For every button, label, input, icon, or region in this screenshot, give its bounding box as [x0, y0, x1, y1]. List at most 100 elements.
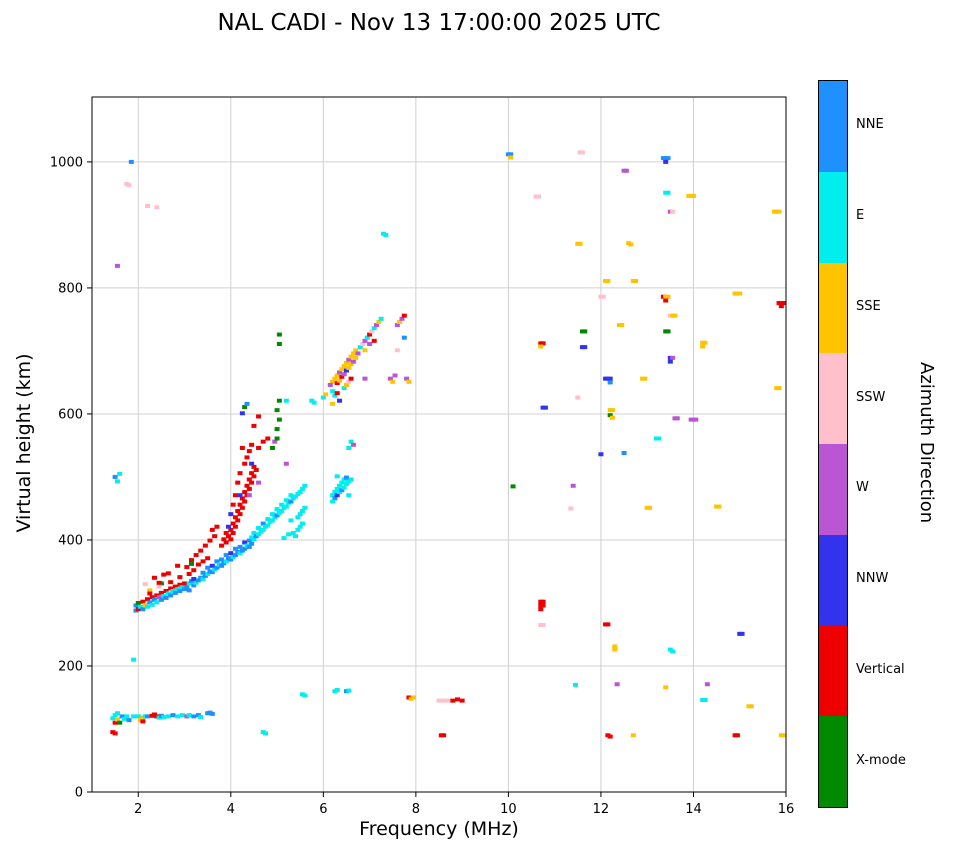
- data-point: [508, 155, 514, 160]
- data-point: [249, 461, 255, 466]
- data-point: [147, 591, 153, 596]
- data-point: [337, 398, 343, 403]
- data-point: [256, 525, 262, 530]
- data-point: [205, 565, 211, 570]
- data-point: [346, 379, 352, 384]
- data-point: [369, 329, 375, 334]
- data-point: [145, 714, 151, 719]
- data-point: [237, 502, 243, 507]
- data-point: [269, 512, 275, 517]
- data-point: [332, 393, 338, 398]
- data-point: [716, 504, 722, 509]
- data-point: [337, 370, 343, 375]
- data-point: [219, 543, 225, 548]
- data-point: [239, 445, 245, 450]
- data-point: [535, 194, 541, 199]
- data-point: [188, 561, 194, 566]
- data-point: [246, 477, 252, 482]
- data-point: [163, 595, 169, 600]
- data-point: [223, 540, 229, 545]
- data-point: [450, 698, 456, 703]
- data-point: [670, 649, 676, 654]
- data-point: [149, 602, 155, 607]
- colorbar-tick-label: SSE: [856, 298, 881, 314]
- data-point: [200, 570, 206, 575]
- data-point: [112, 474, 118, 479]
- data-point: [320, 395, 326, 400]
- data-point: [330, 493, 336, 498]
- data-point: [538, 344, 544, 349]
- data-point: [274, 427, 280, 432]
- data-point: [121, 716, 127, 721]
- data-point: [138, 604, 144, 609]
- data-point: [346, 365, 352, 370]
- data-point: [249, 541, 255, 546]
- data-point: [776, 209, 782, 214]
- data-point: [297, 512, 303, 517]
- data-point: [276, 332, 282, 337]
- data-point: [263, 731, 268, 736]
- data-point: [346, 445, 352, 450]
- data-point: [392, 373, 398, 378]
- data-point: [286, 532, 292, 537]
- data-point: [401, 335, 407, 340]
- colorbar-axis-label: Azimuth Direction: [916, 362, 937, 524]
- data-point: [397, 319, 403, 324]
- data-point: [232, 553, 238, 558]
- data-point: [672, 313, 678, 318]
- data-point: [209, 563, 215, 568]
- data-point: [214, 524, 220, 529]
- data-point: [665, 329, 671, 334]
- data-point: [158, 597, 164, 602]
- data-point: [293, 534, 299, 539]
- data-point: [154, 600, 160, 605]
- data-point: [383, 232, 389, 237]
- colorbar-tick-label: SSW: [856, 389, 886, 405]
- data-point: [570, 483, 576, 488]
- data-point: [239, 505, 245, 510]
- data-point: [781, 733, 787, 738]
- data-point: [177, 575, 183, 580]
- data-point: [156, 595, 162, 600]
- data-point: [343, 481, 349, 486]
- data-point: [219, 563, 225, 568]
- data-point: [151, 575, 157, 580]
- data-point: [279, 502, 285, 507]
- data-point: [228, 527, 234, 532]
- data-point: [235, 508, 241, 513]
- data-point: [269, 518, 275, 523]
- data-point: [244, 455, 250, 460]
- azimuth-colorbar: [818, 80, 848, 808]
- colorbar-tick-label: E: [856, 208, 865, 224]
- data-point: [704, 682, 710, 687]
- data-point: [348, 439, 354, 444]
- data-point: [283, 504, 289, 509]
- data-point: [690, 193, 696, 198]
- data-point: [642, 376, 648, 381]
- data-point: [647, 505, 653, 510]
- data-point: [191, 568, 197, 573]
- data-point: [577, 241, 583, 246]
- data-point: [256, 445, 262, 450]
- data-point: [237, 493, 243, 498]
- data-point: [133, 603, 139, 608]
- data-point: [670, 209, 676, 214]
- data-point: [161, 715, 167, 720]
- colorbar-tick-label: Vertical: [856, 661, 905, 677]
- data-point: [607, 376, 613, 381]
- x-tick-label: 4: [227, 802, 235, 817]
- data-point: [737, 291, 743, 296]
- data-point: [232, 493, 238, 498]
- data-point: [540, 603, 546, 608]
- data-point: [195, 562, 201, 567]
- data-point: [184, 585, 190, 590]
- data-point: [619, 323, 625, 328]
- data-point: [542, 405, 548, 410]
- data-point: [350, 359, 356, 364]
- data-point: [128, 159, 134, 164]
- y-tick-label: 400: [58, 533, 83, 548]
- data-point: [249, 480, 255, 485]
- data-point: [225, 534, 231, 539]
- data-point: [265, 436, 271, 441]
- data-point: [242, 546, 248, 551]
